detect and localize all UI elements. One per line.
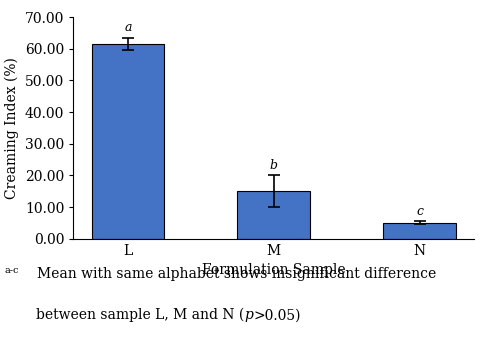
Bar bbox=[237, 191, 310, 239]
Text: between sample L, M and N (: between sample L, M and N ( bbox=[36, 308, 244, 322]
Text: c: c bbox=[415, 205, 422, 218]
Bar bbox=[383, 223, 455, 239]
Text: p: p bbox=[244, 308, 253, 322]
Y-axis label: Creaming Index (%): Creaming Index (%) bbox=[5, 57, 20, 199]
Text: Mean with same alphabet shows insignificant difference: Mean with same alphabet shows insignific… bbox=[37, 267, 435, 281]
Text: a: a bbox=[124, 21, 131, 34]
Text: b: b bbox=[269, 159, 277, 172]
X-axis label: Formulation Sample: Formulation Sample bbox=[202, 263, 345, 277]
Text: >0.05): >0.05) bbox=[253, 308, 300, 322]
Bar bbox=[91, 44, 164, 239]
Text: a-c: a-c bbox=[5, 266, 20, 275]
